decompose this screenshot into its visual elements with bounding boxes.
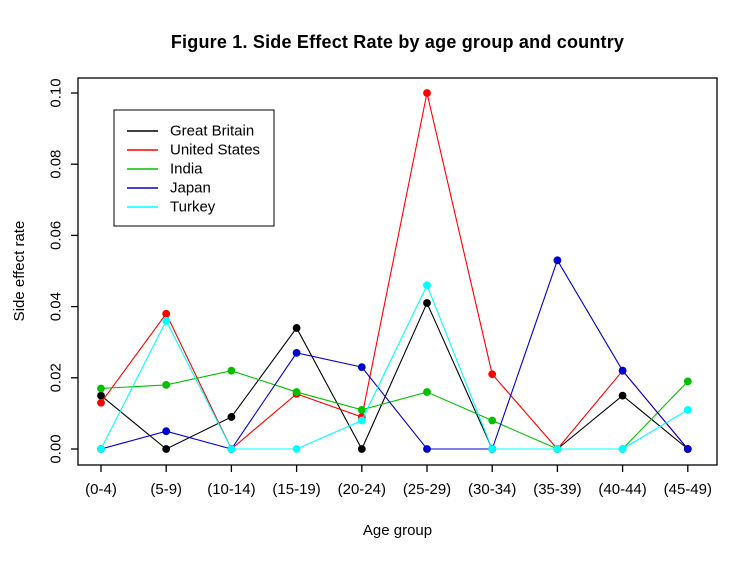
chart-title: Figure 1. Side Effect Rate by age group … (170, 32, 625, 52)
y-tick-label: 0.04 (48, 292, 65, 321)
y-axis: 0.00 0.02 0.04 0.06 0.08 0.10 (48, 78, 78, 464)
data-point-india (357, 405, 366, 414)
data-point-india (683, 377, 692, 386)
x-tick-label: (5-9) (150, 481, 182, 498)
y-axis-title: Side effect rate (11, 220, 28, 322)
data-point-japan (357, 363, 366, 372)
data-point-great-britain (97, 391, 105, 400)
y-tick-label: 0.00 (48, 434, 65, 463)
data-point-great-britain (292, 324, 301, 332)
series-line-great-britain (100, 301, 689, 451)
data-point-turkey (162, 316, 171, 325)
data-point-japan (423, 445, 431, 453)
x-tick-label: (10-14) (207, 481, 255, 498)
data-point-united-states (423, 89, 431, 97)
series-turkey (97, 281, 692, 453)
y-tick-label: 0.10 (48, 78, 65, 107)
plot-border (77, 77, 718, 466)
data-point-turkey (357, 416, 366, 425)
x-tick-label: (0-4) (85, 481, 117, 498)
x-tick-label: (20-24) (338, 481, 386, 498)
data-point-great-britain (227, 413, 236, 421)
data-point-india (423, 388, 431, 396)
data-point-great-britain (357, 445, 366, 453)
data-point-japan (553, 256, 562, 265)
legend-label-great-britain: Great Britain (170, 123, 254, 140)
data-point-turkey (553, 445, 562, 453)
x-tick-label: (35-39) (533, 481, 581, 498)
legend-item-great-britain: Great Britain (127, 123, 254, 140)
data-point-great-britain (423, 299, 431, 307)
series-great-britain (97, 299, 692, 453)
x-tick-label: (40-44) (598, 481, 646, 498)
data-point-great-britain (618, 391, 627, 400)
series-line-turkey (100, 283, 689, 450)
legend-item-united-states: United States (127, 142, 260, 159)
data-point-japan (683, 445, 692, 453)
legend-label-india: India (170, 161, 203, 178)
data-point-turkey (97, 445, 105, 453)
data-point-india (227, 366, 236, 375)
data-point-turkey (292, 445, 301, 453)
legend-item-india: India (127, 161, 203, 178)
data-point-turkey (618, 445, 627, 453)
data-point-turkey (488, 445, 497, 453)
data-point-japan (292, 348, 301, 357)
x-axis: (0-4) (5-9) (10-14) (15-19) (20-24) (25-29) (3… (85, 465, 712, 498)
series-india (97, 366, 692, 453)
data-point-turkey (227, 445, 236, 453)
data-point-united-states (488, 370, 497, 379)
data-point-india (97, 384, 105, 393)
data-point-india (162, 381, 171, 389)
legend-item-turkey: Turkey (127, 199, 216, 216)
series-line-japan (100, 259, 689, 450)
legend-item-japan: Japan (127, 180, 211, 197)
data-point-turkey (423, 281, 431, 290)
legend-label-turkey: Turkey (170, 199, 216, 216)
legend: Great Britain United States India Japan Turk… (113, 109, 275, 227)
data-point-japan (618, 366, 627, 375)
data-point-india (292, 388, 301, 396)
legend-label-japan: Japan (170, 180, 211, 197)
data-point-united-states (97, 398, 105, 407)
x-tick-label: (30-34) (468, 481, 516, 498)
x-tick-label: (25-29) (403, 481, 451, 498)
y-tick-label: 0.06 (48, 221, 65, 250)
x-tick-label: (45-49) (664, 481, 712, 498)
x-tick-label: (15-19) (272, 481, 320, 498)
legend-label-united-states: United States (170, 142, 260, 159)
data-point-united-states (162, 309, 171, 318)
data-point-turkey (683, 405, 692, 414)
x-axis-title: Age group (362, 522, 433, 539)
series-line-united-states (100, 92, 689, 450)
data-point-japan (162, 427, 171, 436)
y-tick-label: 0.08 (48, 150, 65, 179)
data-point-india (488, 416, 497, 425)
y-tick-label: 0.02 (48, 363, 65, 392)
data-point-great-britain (162, 445, 171, 453)
